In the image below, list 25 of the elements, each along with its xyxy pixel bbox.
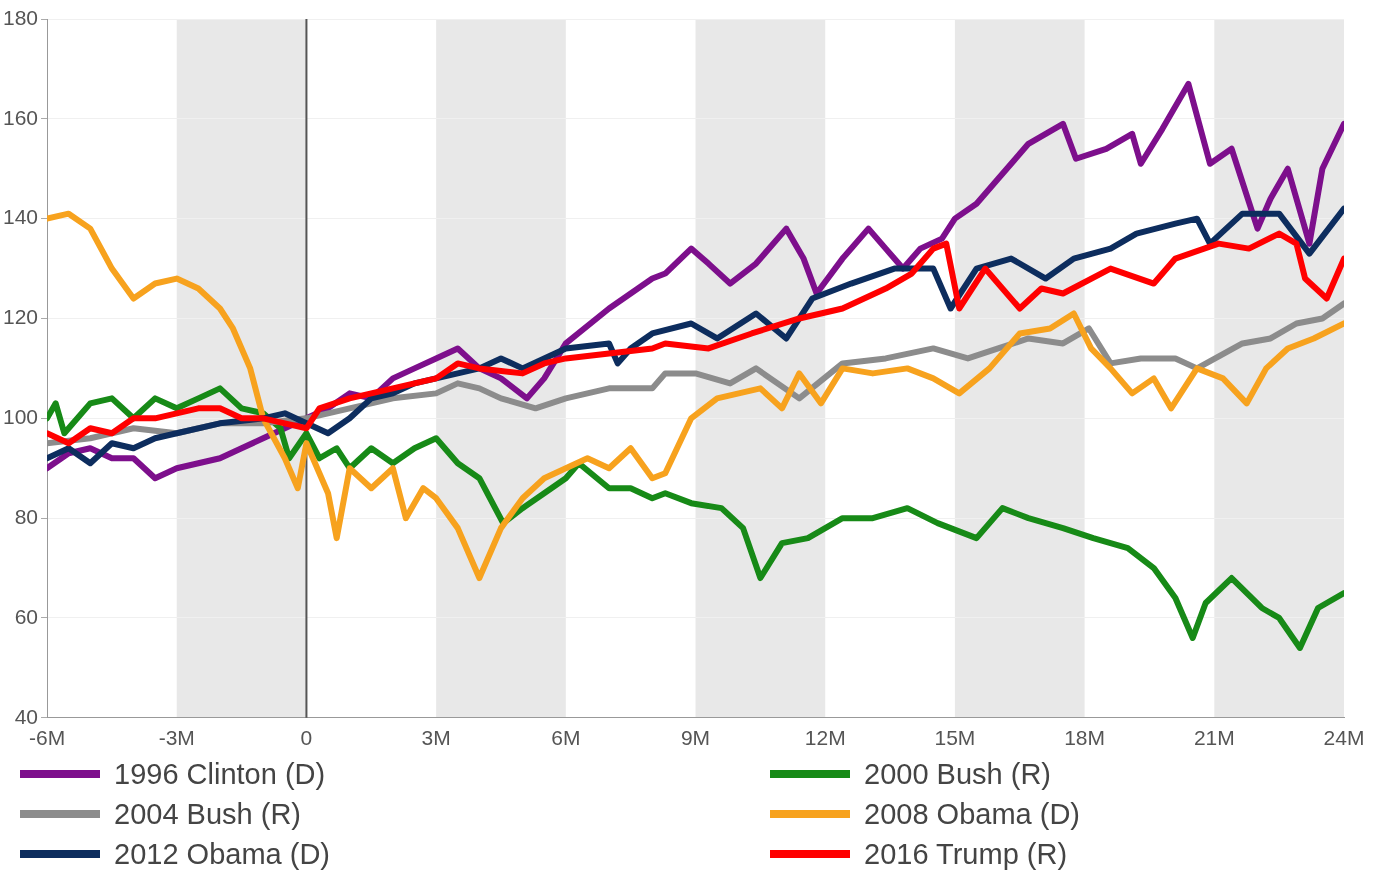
x-tick-label: -3M: [158, 726, 195, 750]
y-tick-label: 180: [2, 5, 39, 29]
x-tick-label: 15M: [934, 726, 976, 750]
y-tick-label: 40: [14, 704, 39, 728]
x-tick-label: 12M: [804, 726, 846, 750]
legend-label: 2012 Obama (D): [114, 837, 330, 871]
x-tick-label: 9M: [680, 726, 711, 750]
legend-label: 2004 Bush (R): [114, 797, 301, 831]
x-tick-label: 0: [300, 726, 313, 750]
x-tick-label: 3M: [421, 726, 451, 750]
x-tick-label: -6M: [28, 726, 66, 750]
y-tick-label: 60: [14, 604, 39, 628]
y-tick-label: 120: [2, 305, 39, 329]
x-tick-label: 21M: [1193, 726, 1235, 750]
y-tick-label: 140: [2, 205, 39, 229]
y-tick-label: 160: [2, 105, 39, 129]
y-tick-label: 100: [2, 405, 39, 429]
x-tick-label: 18M: [1064, 726, 1106, 750]
y-tick-label: 80: [14, 504, 39, 528]
legend-label: 2008 Obama (D): [864, 797, 1080, 831]
x-tick-label: 6M: [551, 726, 581, 750]
legend-label: 1996 Clinton (D): [114, 757, 326, 791]
legend-label: 2016 Trump (R): [864, 837, 1068, 871]
legend-label: 2000 Bush (R): [864, 757, 1051, 791]
x-tick-label: 24M: [1323, 726, 1365, 750]
